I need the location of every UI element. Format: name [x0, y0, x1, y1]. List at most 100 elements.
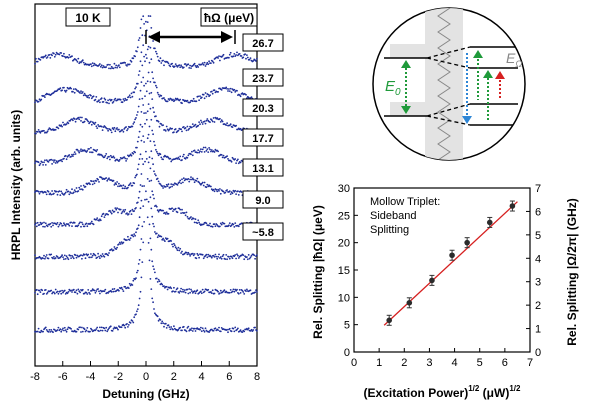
spectrum-point: [151, 190, 154, 193]
spectrum-point: [113, 288, 116, 290]
spectrum-point: [232, 288, 235, 291]
spectrum-point: [82, 94, 85, 97]
spectrum-point: [182, 153, 185, 156]
spectrum-point: [61, 125, 63, 128]
spectrum-point: [174, 128, 177, 130]
spectrum-point: [252, 60, 255, 62]
spectrum-point: [36, 293, 39, 296]
spectrum-point: [182, 177, 185, 180]
spectrum-point: [133, 316, 136, 319]
temperature-label: 10 K: [75, 11, 101, 25]
spectrum-point: [217, 255, 220, 258]
spectrum-point: [147, 200, 150, 203]
spectrum-point: [161, 238, 164, 241]
spectrum-point: [167, 183, 170, 186]
spectrum-point: [37, 327, 40, 330]
spectrum-point: [136, 46, 139, 49]
spectrum-point: [101, 129, 104, 132]
spectrum-point: [54, 257, 57, 259]
spectrum-point: [72, 88, 75, 90]
spectrum-point: [214, 253, 217, 256]
spectrum-point: [146, 48, 149, 51]
spectrum-point: [153, 197, 155, 200]
spectrum-point: [150, 179, 153, 182]
spectrum-point: [60, 52, 63, 54]
spectrum-point: [94, 329, 97, 332]
spectrum-point: [63, 329, 65, 332]
spectrum-point: [177, 156, 180, 159]
spectrum-point: [104, 98, 107, 101]
spectrum-point: [219, 188, 221, 190]
spectrum-point: [90, 146, 92, 149]
spectrum-point: [173, 184, 175, 186]
spectrum-point: [208, 60, 211, 63]
spectrum-point: [173, 99, 176, 102]
spectrum-point: [100, 326, 103, 329]
spectrum-point: [96, 217, 99, 220]
spectrum-point: [192, 254, 195, 257]
spectrum-point: [59, 194, 62, 197]
spectrum-point: [134, 176, 137, 179]
spectrum-point: [107, 254, 109, 257]
spectrum-point: [84, 257, 87, 260]
spectrum-point: [141, 125, 144, 128]
spectrum-point: [137, 304, 140, 307]
spectrum-point: [50, 193, 53, 196]
spectrum-point: [180, 252, 183, 254]
spectrum-point: [135, 86, 137, 88]
spectrum-point: [114, 97, 117, 100]
spectrum-point: [92, 95, 95, 98]
spectrum-point: [110, 65, 113, 68]
spectrum-point: [152, 163, 155, 166]
spectrum-point: [202, 146, 205, 149]
spectrum-point: [53, 292, 56, 295]
spectrum-point: [185, 129, 188, 132]
spectrum-point: [205, 186, 208, 189]
spectrum-point: [191, 150, 193, 153]
spectrum-point: [177, 246, 180, 249]
temperature-box: [65, 7, 111, 27]
spectrum-point: [230, 255, 233, 258]
spectrum-point: [39, 331, 42, 334]
spectrum-point: [236, 51, 238, 54]
spectrum-point: [106, 179, 109, 182]
spectrum-point: [203, 61, 206, 64]
spectrum-point: [113, 126, 116, 129]
spectrum-point: [88, 96, 90, 99]
spectrum-point: [45, 193, 48, 196]
spectrum-point: [87, 289, 90, 291]
spectra-x-tick-label: 2: [171, 371, 177, 383]
spectra-panel: -8 -6 -4 -2 0 2 4 6 8 Detuning (GHz) HRPL Intens…: [9, 3, 284, 401]
spectrum-point: [134, 55, 137, 58]
spectrum-point: [50, 329, 53, 331]
spectrum-point: [231, 126, 234, 128]
spectrum-point: [200, 151, 203, 153]
spectrum-point: [143, 84, 146, 87]
spectrum-point: [155, 86, 158, 89]
spectrum-point: [230, 160, 233, 163]
spectrum-point: [155, 50, 157, 53]
spectrum-point: [103, 216, 106, 219]
spectrum-point: [38, 164, 41, 167]
spectrum-point: [174, 207, 177, 210]
spectrum-point: [132, 321, 135, 324]
spectrum-point: [66, 328, 69, 331]
spectrum-point: [228, 291, 231, 294]
spectrum-point: [235, 124, 238, 127]
eomega-label: EΩ: [506, 50, 522, 69]
spectrum-point: [47, 257, 50, 260]
spectrum-point: [195, 100, 198, 103]
spectrum-point: [234, 158, 237, 160]
spectrum-point: [200, 326, 202, 329]
spectrum-point: [227, 158, 229, 160]
spectrum-point: [137, 224, 140, 227]
spectrum-point: [44, 96, 46, 98]
spectrum-point: [124, 97, 127, 100]
spectrum-point: [211, 225, 214, 228]
spectrum-point: [186, 327, 189, 329]
spectrum-point: [197, 254, 200, 257]
spectrum-point: [40, 98, 43, 101]
spectrum-point: [43, 94, 45, 97]
spectrum-point: [122, 241, 125, 244]
